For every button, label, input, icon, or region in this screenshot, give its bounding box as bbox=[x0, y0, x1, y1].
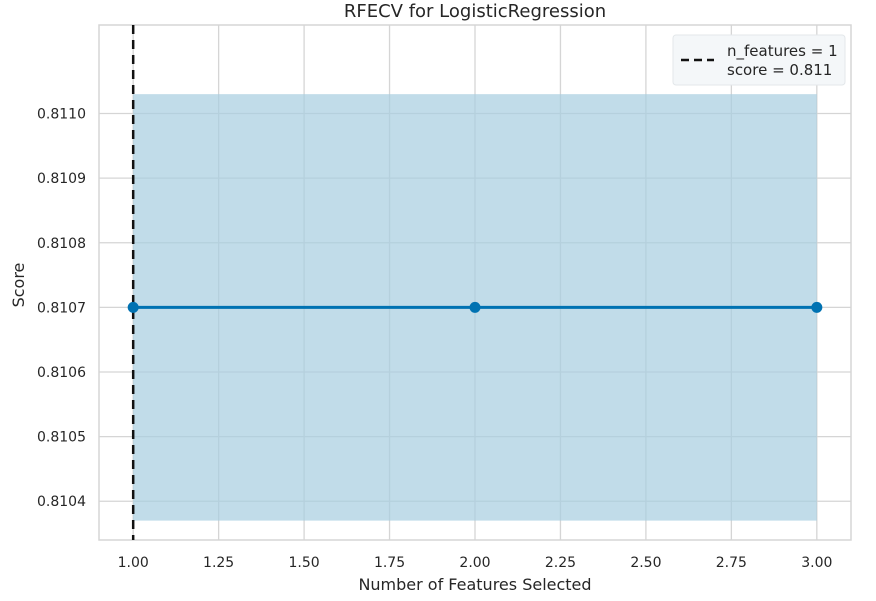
x-tick-label: 2.50 bbox=[630, 555, 661, 571]
y-tick-label: 0.8109 bbox=[37, 171, 86, 187]
y-tick-label: 0.8104 bbox=[37, 494, 86, 510]
legend: n_features = 1 score = 0.811 bbox=[672, 34, 846, 86]
y-tick-label: 0.8105 bbox=[37, 430, 86, 446]
x-axis-label: Number of Features Selected bbox=[358, 575, 591, 594]
series-layer bbox=[127, 301, 823, 313]
chart-title: RFECV for LogisticRegression bbox=[344, 1, 606, 22]
score-point bbox=[127, 301, 139, 313]
x-tick-label: 1.75 bbox=[374, 555, 405, 571]
x-tick-labels: 1.00 1.25 1.50 1.75 2.00 2.25 2.50 2.75 3.00 bbox=[118, 555, 833, 571]
score-point bbox=[811, 301, 823, 313]
x-tick-label: 2.75 bbox=[716, 555, 747, 571]
y-tick-label: 0.8108 bbox=[37, 236, 86, 252]
x-tick-label: 2.00 bbox=[459, 555, 490, 571]
legend-line-2: score = 0.811 bbox=[727, 61, 832, 79]
score-point bbox=[469, 301, 481, 313]
x-tick-label: 1.50 bbox=[289, 555, 320, 571]
y-tick-label: 0.8107 bbox=[37, 300, 86, 316]
legend-box bbox=[672, 34, 846, 86]
x-tick-label: 1.00 bbox=[118, 555, 149, 571]
legend-line-1: n_features = 1 bbox=[727, 42, 838, 61]
x-tick-label: 3.00 bbox=[801, 555, 832, 571]
x-tick-label: 2.25 bbox=[545, 555, 576, 571]
y-tick-label: 0.8110 bbox=[37, 107, 86, 123]
y-tick-label: 0.8106 bbox=[37, 365, 86, 381]
y-axis-label: Score bbox=[9, 263, 28, 308]
x-tick-label: 1.25 bbox=[203, 555, 234, 571]
y-tick-labels: 0.8104 0.8105 0.8106 0.8107 0.8108 0.8109 0.81… bbox=[37, 107, 86, 511]
